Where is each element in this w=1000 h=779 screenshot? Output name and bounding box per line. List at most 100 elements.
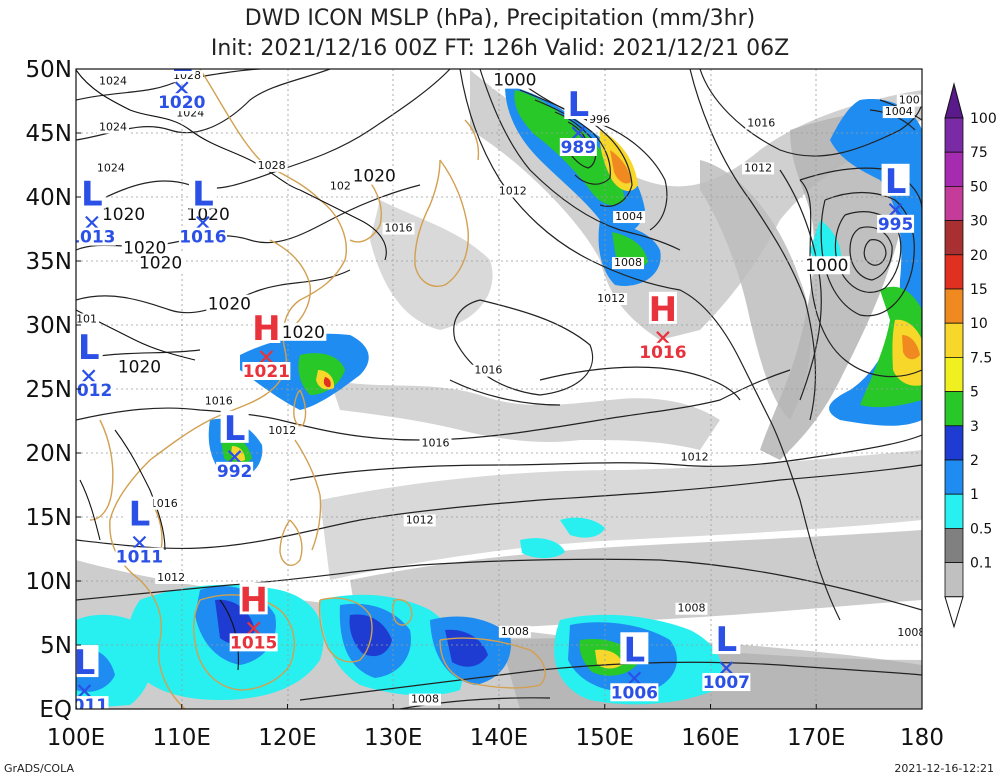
isobar-label-bg bbox=[498, 625, 531, 638]
isobar-label-bg bbox=[895, 627, 922, 640]
colorbar-swatch bbox=[944, 322, 964, 358]
isobar-label-bg bbox=[155, 572, 188, 584]
isobar-label-bg bbox=[745, 117, 778, 130]
isobar-label: 1012 bbox=[268, 424, 296, 437]
isobar-label-bg bbox=[408, 693, 441, 706]
software-credit: GrADS/COLA bbox=[4, 762, 74, 775]
isobar-label: 1020 bbox=[353, 167, 396, 187]
latitude-axis: 50N 45N 40N 35N 30N 25N 20N 15N 10N 5N EQ bbox=[26, 57, 81, 723]
isobars bbox=[76, 69, 922, 709]
isobar-label: 1016 bbox=[422, 437, 450, 450]
system-pressure-value: 1006 bbox=[611, 683, 658, 703]
graticule bbox=[76, 69, 922, 709]
isobar-label: 1016 bbox=[205, 394, 233, 407]
system-letter-bg bbox=[712, 622, 741, 655]
system-center-icon bbox=[627, 671, 642, 686]
lon-tick-label: 120E bbox=[258, 725, 316, 751]
colorbar-max-triangle bbox=[944, 82, 964, 119]
render-timestamp: 2021-12-16-12:21 bbox=[894, 762, 994, 775]
system-center-icon bbox=[81, 369, 96, 383]
system-value-bg bbox=[242, 362, 291, 380]
lon-tick-label: 110E bbox=[153, 725, 211, 751]
isobar-label-bg bbox=[678, 451, 711, 464]
system-value-bg bbox=[638, 342, 687, 361]
high-pressure-marker: H 1015 bbox=[229, 580, 278, 653]
isobar-label-bg bbox=[121, 238, 168, 257]
colorbar-swatch bbox=[944, 391, 964, 427]
isobar-label-bg bbox=[206, 294, 253, 313]
system-pressure-value: 989 bbox=[561, 138, 597, 158]
system-value-bg bbox=[115, 547, 164, 566]
isobar-label: 1012 bbox=[681, 451, 709, 464]
isobar-label-bg bbox=[419, 437, 452, 450]
system-value-bg bbox=[229, 633, 278, 652]
low-pressure-marker: L 1007 bbox=[702, 620, 751, 693]
isobar-label-bg bbox=[351, 166, 398, 185]
colorbar-label: 0.5 bbox=[970, 521, 992, 537]
colorbar-label: 75 bbox=[970, 145, 988, 161]
colorbar-label: 2 bbox=[970, 453, 979, 469]
lat-tick-label: 20N bbox=[26, 441, 72, 467]
isobar-label-bg bbox=[327, 180, 353, 193]
isobar-label-bg bbox=[76, 313, 100, 326]
isobar-label-bg bbox=[185, 205, 232, 224]
isobar-label: 1012 bbox=[744, 161, 772, 174]
system-value-bg bbox=[76, 381, 113, 400]
system-letter: H bbox=[239, 580, 267, 620]
isobar-label: 1020 bbox=[118, 357, 161, 377]
low-pressure-marker: L 1011 bbox=[115, 495, 164, 568]
system-letter: L bbox=[716, 620, 738, 660]
isobar-label-bg bbox=[382, 222, 415, 235]
low-pressure-marker: L 1013 bbox=[76, 175, 116, 248]
map-title: DWD ICON MSLP (hPa), Precipitation (mm/3… bbox=[244, 6, 756, 31]
isobar-label: 1012 bbox=[499, 184, 527, 197]
low-pressure-marker: L 1020 bbox=[157, 69, 206, 113]
system-pressure-value: 1007 bbox=[703, 673, 750, 693]
system-center-icon bbox=[174, 81, 189, 95]
system-letter-bg bbox=[648, 291, 677, 324]
isobar-label: 1024 bbox=[99, 74, 127, 87]
isobar-label-bg bbox=[137, 253, 184, 272]
lon-tick-label: 160E bbox=[681, 725, 739, 751]
system-pressure-value: 1011 bbox=[116, 548, 163, 568]
system-center-icon bbox=[246, 621, 261, 636]
system-letter-bg bbox=[188, 176, 217, 209]
system-letter-bg bbox=[76, 645, 99, 678]
lat-tick-label: 45N bbox=[26, 121, 72, 147]
isobar-label-bg bbox=[586, 113, 612, 126]
system-letter-bg bbox=[881, 163, 910, 196]
system-letter: L bbox=[624, 630, 646, 670]
lat-tick-label: 5N bbox=[40, 633, 72, 659]
isobar-label: 1000 bbox=[805, 256, 848, 276]
system-letter: L bbox=[885, 162, 907, 202]
isobar-label: 1020 bbox=[123, 238, 166, 258]
system-center-icon bbox=[571, 126, 586, 140]
isobar-label: 1004 bbox=[615, 210, 643, 223]
lon-tick-label: 150E bbox=[576, 725, 634, 751]
lat-tick-label: 25N bbox=[26, 377, 72, 403]
lon-tick-label: 130E bbox=[364, 725, 422, 751]
system-value-bg bbox=[559, 138, 597, 156]
low-pressure-marker: L 1016 bbox=[178, 175, 227, 248]
colorbar-label: 5 bbox=[970, 385, 979, 401]
system-pressure-value: 1021 bbox=[243, 362, 290, 382]
system-letter-bg bbox=[564, 87, 593, 119]
system-pressure-value: 992 bbox=[217, 462, 253, 482]
system-center-icon bbox=[888, 203, 903, 217]
isobar-label-bg bbox=[147, 497, 180, 510]
system-letter: H bbox=[649, 290, 677, 330]
lat-tick-label: EQ bbox=[39, 697, 72, 723]
system-pressure-value: 1015 bbox=[230, 633, 277, 653]
colorbar-label: 7.5 bbox=[970, 350, 992, 366]
low-pressure-marker: L 992 bbox=[216, 409, 254, 482]
system-letter-bg bbox=[620, 632, 649, 665]
map-subtitle: Init: 2021/12/16 00Z FT: 126h Valid: 202… bbox=[210, 36, 790, 61]
lat-tick-label: 50N bbox=[26, 57, 72, 83]
isobar-label: 996 bbox=[589, 113, 610, 126]
colorbar-swatch bbox=[944, 459, 964, 495]
system-center-icon bbox=[656, 331, 670, 345]
isobar-label-bg bbox=[255, 159, 288, 172]
isobar-label-bg bbox=[202, 395, 235, 408]
high-pressure-marker: H 1021 bbox=[242, 309, 291, 382]
isobar-label: 102 bbox=[330, 179, 351, 192]
